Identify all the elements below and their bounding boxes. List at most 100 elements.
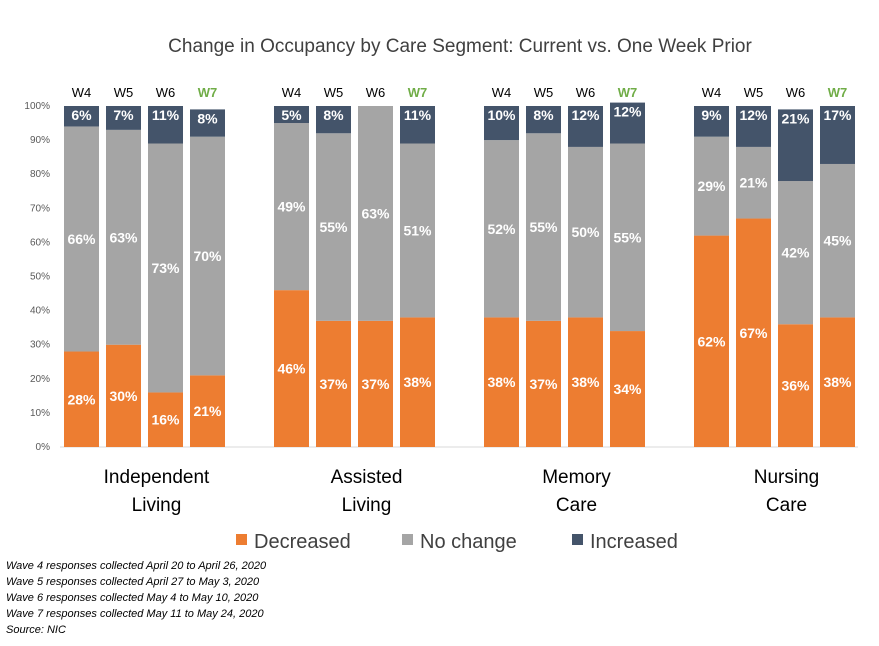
- wave-label: W6: [366, 85, 386, 100]
- bar-segment-decreased: [148, 392, 183, 447]
- y-tick-label: 40%: [30, 306, 50, 317]
- data-label-increased: 8%: [197, 110, 218, 126]
- bar-segment-increased: [484, 106, 519, 141]
- data-label-no-change: 49%: [277, 199, 306, 215]
- data-label-decreased: 36%: [781, 378, 810, 394]
- data-label-decreased: 30%: [109, 388, 138, 404]
- legend-label: No change: [420, 531, 517, 553]
- bar-segment-no-change: [106, 129, 141, 345]
- data-label-decreased: 62%: [697, 333, 726, 349]
- data-label-increased: 7%: [113, 107, 134, 123]
- data-label-decreased: 38%: [823, 374, 852, 390]
- bar-segment-decreased: [694, 235, 729, 447]
- y-tick-label: 100%: [24, 101, 50, 112]
- data-label-no-change: 45%: [823, 233, 852, 249]
- bar-segment-decreased: [316, 320, 351, 447]
- wave-label: W5: [744, 85, 764, 100]
- y-tick-label: 30%: [30, 340, 50, 351]
- footnote-source: Source: NIC: [6, 624, 66, 636]
- bar-segment-decreased: [274, 290, 309, 447]
- y-tick-label: 80%: [30, 169, 50, 180]
- data-label-no-change: 55%: [319, 219, 348, 235]
- y-tick-label: 60%: [30, 237, 50, 248]
- bar-segment-no-change: [484, 140, 519, 318]
- category-label: Care: [556, 495, 597, 516]
- y-tick-label: 10%: [30, 408, 50, 419]
- bar-segment-no-change: [190, 136, 225, 376]
- data-label-decreased: 38%: [403, 374, 432, 390]
- bar-segment-increased: [820, 106, 855, 164]
- data-label-decreased: 16%: [151, 412, 180, 428]
- data-label-no-change: 29%: [697, 178, 726, 194]
- bars: 28% 66% 6% 30% 63% 7% 16% 73% 11% 21% 70% 8% 46% 49% 5…: [64, 102, 855, 447]
- bar-segment-increased: [736, 106, 771, 147]
- data-label-increased: 12%: [571, 107, 600, 123]
- bar-segment-increased: [400, 106, 435, 144]
- bar-segment-decreased: [190, 375, 225, 447]
- data-label-decreased: 37%: [529, 376, 558, 392]
- bar-segment-no-change: [358, 106, 393, 321]
- wave-label: W7: [828, 85, 848, 100]
- wave-label: W4: [492, 85, 512, 100]
- wave-label: W6: [786, 85, 806, 100]
- y-tick-label: 20%: [30, 374, 50, 385]
- data-label-increased: 21%: [781, 110, 810, 126]
- category-label: Living: [342, 495, 392, 516]
- bar-segment-no-change: [400, 143, 435, 318]
- bar-segment-increased: [778, 109, 813, 182]
- bar-segment-increased: [148, 106, 183, 144]
- bar-segment-increased: [190, 109, 225, 137]
- bar-segment-no-change: [694, 136, 729, 236]
- wave-label: W4: [72, 85, 92, 100]
- bar-segment-no-change: [610, 143, 645, 332]
- data-label-no-change: 42%: [781, 245, 810, 261]
- data-label-decreased: 34%: [613, 381, 642, 397]
- data-label-increased: 9%: [701, 107, 722, 123]
- bar-segment-decreased: [400, 317, 435, 447]
- wave-label: W7: [618, 85, 638, 100]
- data-label-no-change: 55%: [613, 229, 642, 245]
- data-label-increased: 8%: [533, 107, 554, 123]
- legend-swatch-no-change: [402, 534, 413, 545]
- data-label-no-change: 51%: [403, 222, 432, 238]
- data-label-decreased: 38%: [571, 374, 600, 390]
- bar-segment-decreased: [358, 320, 393, 447]
- data-label-increased: 17%: [823, 107, 852, 123]
- data-label-increased: 12%: [739, 107, 768, 123]
- data-label-decreased: 28%: [67, 391, 96, 407]
- data-label-decreased: 46%: [277, 361, 306, 377]
- bar-segment-decreased: [106, 344, 141, 447]
- bar-segment-no-change: [820, 163, 855, 318]
- bar-segment-increased: [526, 106, 561, 134]
- wave-label: W5: [324, 85, 344, 100]
- data-label-increased: 11%: [404, 107, 432, 123]
- y-tick-label: 70%: [30, 203, 50, 214]
- wave-label: W5: [534, 85, 554, 100]
- data-label-increased: 5%: [281, 107, 302, 123]
- wave-label: W4: [702, 85, 722, 100]
- category-label: Nursing: [754, 467, 819, 488]
- bar-segment-increased: [274, 106, 309, 124]
- bar-segment-decreased: [736, 218, 771, 447]
- y-tick-label: 50%: [30, 272, 50, 283]
- bar-segment-no-change: [526, 133, 561, 321]
- data-label-increased: 10%: [487, 107, 516, 123]
- data-label-no-change: 50%: [571, 224, 600, 240]
- data-label-no-change: 63%: [361, 205, 390, 221]
- bar-segment-decreased: [484, 317, 519, 447]
- bar-segment-no-change: [568, 146, 603, 318]
- data-label-no-change: 66%: [67, 231, 96, 247]
- category-label: Memory: [542, 467, 611, 488]
- y-tick-label: 90%: [30, 135, 50, 146]
- data-label-decreased: 21%: [193, 403, 222, 419]
- data-label-increased: 6%: [71, 107, 92, 123]
- legend: Decreased No change Increased: [236, 531, 678, 553]
- legend-label: Decreased: [254, 531, 351, 553]
- data-label-no-change: 52%: [487, 221, 516, 237]
- chart-title: Change in Occupancy by Care Segment: Cur…: [168, 36, 752, 57]
- bar-segment-no-change: [274, 123, 309, 291]
- legend-swatch-increased: [572, 534, 583, 545]
- data-label-no-change: 73%: [151, 260, 180, 276]
- bar-segment-no-change: [64, 126, 99, 352]
- bar-segment-decreased: [568, 317, 603, 447]
